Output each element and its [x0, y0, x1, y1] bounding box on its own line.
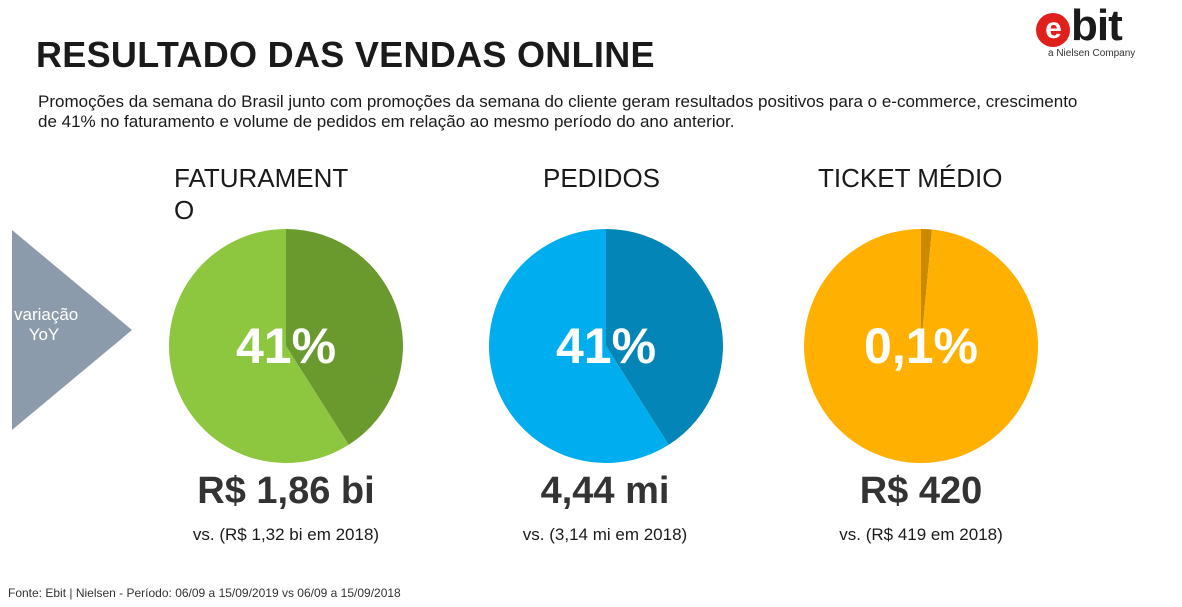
pie-slice-growth [286, 229, 403, 445]
pie-slice-remainder [169, 229, 349, 463]
yoy-label-line2: YoY [28, 325, 60, 344]
logo-text: bit [1071, 1, 1123, 50]
metric-total-faturamento: R$ 1,86 bi [197, 470, 375, 512]
pie-slice-growth [921, 229, 933, 346]
logo-wordmark: e bit [1036, 1, 1123, 50]
pie-svg-ticket-medio [804, 229, 1038, 463]
metric-comparison-pedidos: vs. (3,14 mi em 2018) [522, 525, 688, 544]
metric-comparison-ticket-medio: vs. (R$ 419 em 2018) [839, 525, 1003, 544]
metric-title-line1: FATURAMENT [174, 163, 349, 193]
page-subtitle: Promoções da semana do Brasil junto com … [38, 92, 1078, 131]
yoy-label-line1: variação [14, 305, 79, 324]
pie-slice-remainder [804, 229, 1038, 463]
yoy-arrow-shape [12, 230, 132, 430]
page-title: RESULTADO DAS VENDAS ONLINE [36, 34, 655, 75]
metric-title-ticket-medio: TICKET MÉDIO [818, 163, 1003, 193]
ebit-logo: e bit a Nielsen Company [1026, 1, 1166, 64]
logo-e-mark: e [1036, 13, 1070, 47]
metric-title-pedidos: PEDIDOS [543, 163, 661, 193]
metric-title-faturamento: FATURAMENT O [174, 162, 394, 226]
metric-total-ticket-medio: R$ 420 [859, 470, 983, 512]
pie-slice-remainder [489, 229, 669, 463]
yoy-label: variação YoY [14, 305, 79, 345]
metric-total-pedidos: 4,44 mi [540, 470, 670, 512]
metric-comparison-faturamento: vs. (R$ 1,32 bi em 2018) [192, 525, 380, 544]
metric-title-line2: O [174, 195, 195, 225]
pie-chart-ticket-medio: 0,1% [804, 229, 1038, 463]
pie-center-label: 0,1% [864, 318, 978, 374]
logo-tagline: a Nielsen Company [1048, 48, 1136, 59]
pie-center-label: 41% [555, 318, 657, 374]
pie-chart-faturamento: 41% [169, 229, 403, 463]
pie-center-label: 41% [235, 318, 337, 374]
pie-svg-pedidos [489, 229, 723, 463]
source-footnote: Fonte: Ebit | Nielsen - Período: 06/09 a… [8, 586, 401, 600]
pie-slice-growth [606, 229, 723, 445]
pie-chart-pedidos: 41% [489, 229, 723, 463]
arrow-triangle [12, 230, 132, 430]
pie-svg-faturamento [169, 229, 403, 463]
